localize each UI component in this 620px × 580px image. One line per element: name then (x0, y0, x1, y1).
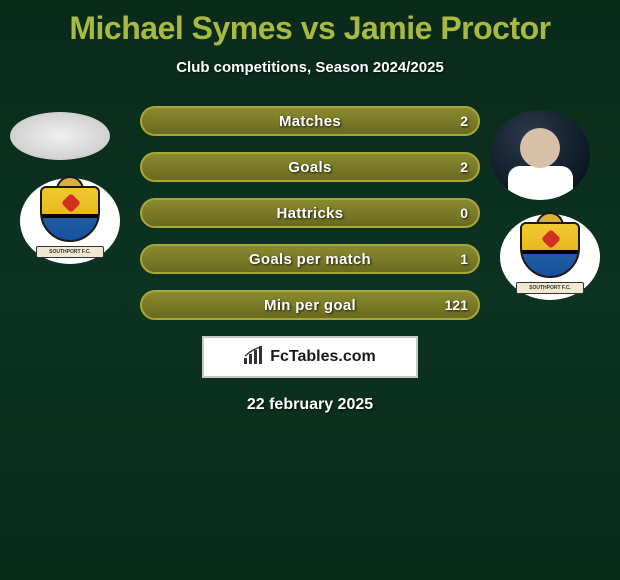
chart-icon (244, 346, 264, 369)
stat-row-matches: Matches 2 (140, 106, 480, 136)
stat-right-value: 1 (460, 251, 468, 267)
brand-text: FcTables.com (270, 348, 376, 366)
stat-label: Min per goal (142, 297, 478, 314)
stat-right-value: 121 (445, 297, 468, 313)
stat-right-value: 2 (460, 159, 468, 175)
brand-logo: FcTables.com (202, 336, 418, 378)
stats-comparison: Matches 2 Goals 2 Hattricks 0 Goals per … (0, 106, 620, 320)
stat-label: Goals (142, 159, 478, 176)
stat-label: Matches (142, 113, 478, 130)
stat-label: Goals per match (142, 251, 478, 268)
stat-row-goals-per-match: Goals per match 1 (140, 244, 480, 274)
stat-row-goals: Goals 2 (140, 152, 480, 182)
stat-row-hattricks: Hattricks 0 (140, 198, 480, 228)
stat-label: Hattricks (142, 205, 478, 222)
stat-right-value: 0 (460, 205, 468, 221)
date: 22 february 2025 (0, 396, 620, 414)
stat-row-min-per-goal: Min per goal 121 (140, 290, 480, 320)
page-title: Michael Symes vs Jamie Proctor (0, 0, 620, 47)
stat-right-value: 2 (460, 113, 468, 129)
subtitle: Club competitions, Season 2024/2025 (0, 59, 620, 76)
